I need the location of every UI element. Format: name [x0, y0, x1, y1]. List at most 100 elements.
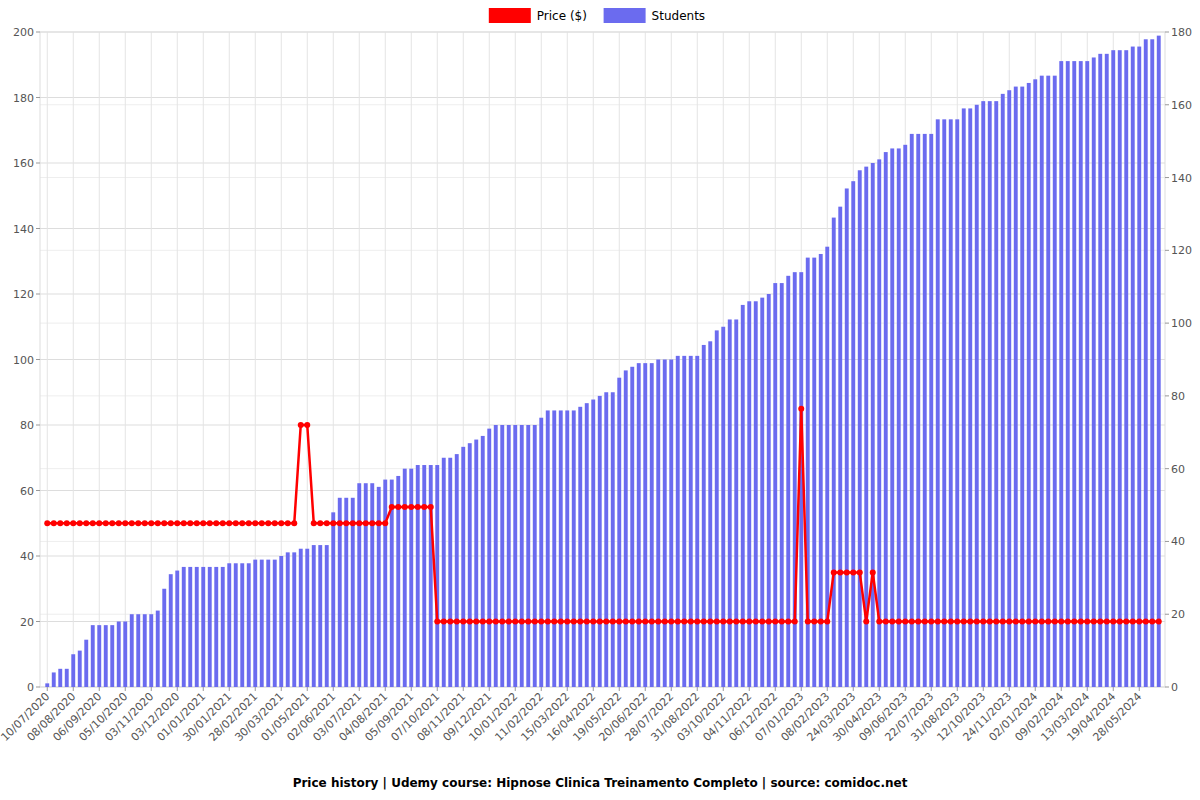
- point: [460, 619, 466, 625]
- bar: [903, 145, 907, 687]
- point: [584, 619, 590, 625]
- bar: [182, 567, 186, 687]
- point: [571, 619, 577, 625]
- point: [675, 619, 681, 625]
- tick: [645, 687, 646, 691]
- point: [629, 619, 635, 625]
- point: [122, 520, 128, 526]
- grid-line: [151, 32, 152, 687]
- bar: [1059, 61, 1063, 687]
- point: [1000, 619, 1006, 625]
- point: [668, 619, 674, 625]
- tick: [36, 163, 40, 164]
- bar: [721, 327, 725, 687]
- bar: [1053, 76, 1057, 687]
- tick: [879, 687, 880, 691]
- bar: [1098, 54, 1102, 687]
- point: [1052, 619, 1058, 625]
- tick: [36, 228, 40, 229]
- bar: [682, 356, 686, 687]
- point: [623, 619, 629, 625]
- bar: [1001, 94, 1005, 687]
- y2-tick-label: 100: [1171, 317, 1192, 330]
- tick: [1009, 687, 1010, 691]
- point: [863, 619, 869, 625]
- bar: [299, 549, 303, 687]
- point: [382, 520, 388, 526]
- tick: [827, 687, 828, 691]
- point: [486, 619, 492, 625]
- point: [480, 619, 486, 625]
- bar: [123, 622, 127, 688]
- bar: [266, 560, 270, 687]
- tick: [125, 687, 126, 691]
- bar: [169, 574, 173, 687]
- bar: [578, 407, 582, 687]
- bar: [975, 105, 979, 687]
- point: [545, 619, 551, 625]
- point: [824, 619, 830, 625]
- bar: [565, 410, 569, 687]
- price-line: [47, 409, 1159, 622]
- point: [662, 619, 668, 625]
- point: [1110, 619, 1116, 625]
- point: [727, 619, 733, 625]
- point: [902, 619, 908, 625]
- tick: [36, 97, 40, 98]
- y2-tick-label: 140: [1171, 172, 1192, 185]
- point: [220, 520, 226, 526]
- bar: [734, 319, 738, 687]
- point: [213, 520, 219, 526]
- bar: [487, 429, 491, 687]
- bar: [442, 458, 446, 687]
- tick: [957, 687, 958, 691]
- point: [759, 619, 765, 625]
- bar: [1092, 57, 1096, 687]
- bar: [897, 148, 901, 687]
- point: [96, 520, 102, 526]
- tick: [1061, 687, 1062, 691]
- point: [688, 619, 694, 625]
- bar: [201, 567, 205, 687]
- point: [1143, 619, 1149, 625]
- bar: [500, 425, 504, 687]
- bar: [728, 319, 732, 687]
- point: [1097, 619, 1103, 625]
- point: [746, 619, 752, 625]
- point: [356, 520, 362, 526]
- point: [922, 619, 928, 625]
- grid-line: [47, 32, 48, 687]
- point: [551, 619, 557, 625]
- point: [928, 619, 934, 625]
- bar: [1150, 39, 1154, 687]
- point: [389, 504, 395, 510]
- tick: [36, 359, 40, 360]
- bar: [429, 465, 433, 687]
- tick: [1035, 687, 1036, 691]
- bar: [474, 440, 478, 687]
- bar: [624, 370, 628, 687]
- point: [1084, 619, 1090, 625]
- point: [967, 619, 973, 625]
- bar: [910, 134, 914, 687]
- y-tick-label: 200: [13, 26, 34, 39]
- bar: [591, 400, 595, 687]
- tick: [36, 425, 40, 426]
- point: [1091, 619, 1097, 625]
- point: [103, 520, 109, 526]
- bar: [786, 276, 790, 687]
- bar: [195, 567, 199, 687]
- bar: [1144, 39, 1148, 687]
- bar: [71, 654, 75, 687]
- point: [148, 520, 154, 526]
- legend-label: Price ($): [537, 9, 587, 23]
- point: [987, 619, 993, 625]
- point: [415, 504, 421, 510]
- bar: [1066, 61, 1070, 687]
- bar: [97, 625, 101, 687]
- point: [90, 520, 96, 526]
- point: [499, 619, 505, 625]
- point: [324, 520, 330, 526]
- bar: [1124, 50, 1128, 687]
- bar: [1118, 50, 1122, 687]
